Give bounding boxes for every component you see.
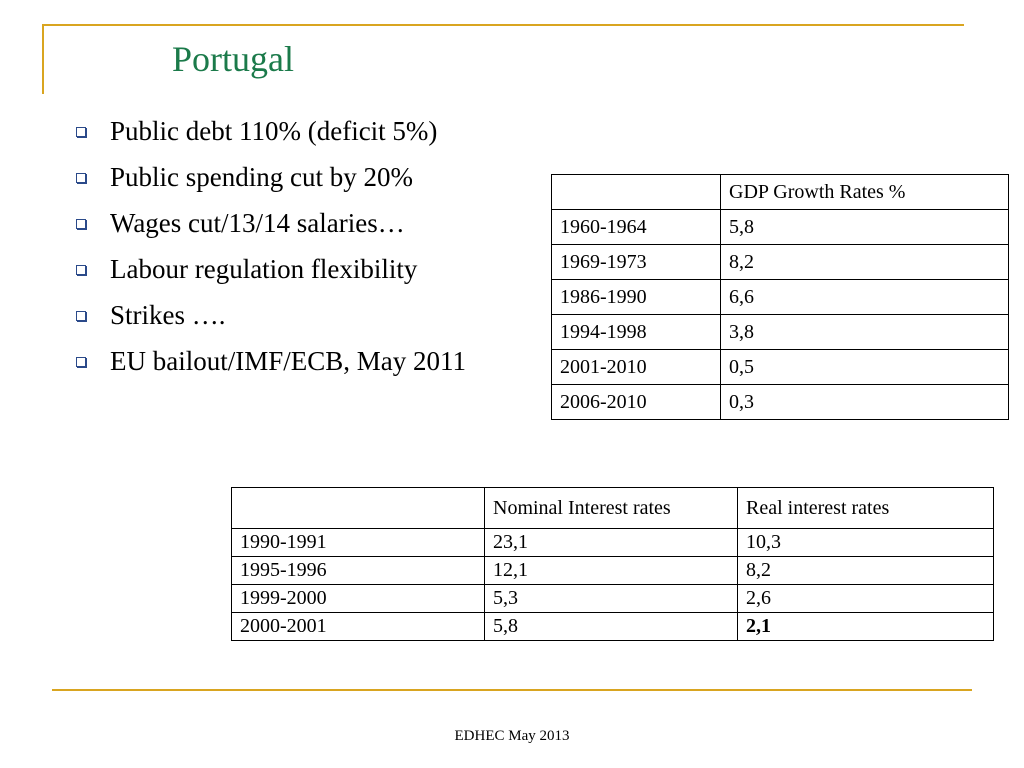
bullet-item: Strikes …. <box>70 298 480 332</box>
bullet-text: Strikes …. <box>110 300 226 330</box>
table-header-cell: GDP Growth Rates % <box>720 174 1009 210</box>
table-cell-period: 1969-1973 <box>551 244 721 280</box>
bullet-text: Public spending cut by 20% <box>110 162 413 192</box>
table-cell-real: 8,2 <box>737 556 994 585</box>
table-row: 1994-1998 3,8 <box>551 314 1009 350</box>
table-header-cell <box>231 487 485 529</box>
square-bullet-icon <box>76 357 86 367</box>
table-header-row: GDP Growth Rates % <box>551 174 1009 210</box>
table-cell-nominal: 23,1 <box>484 528 738 557</box>
table-cell-period: 1986-1990 <box>551 279 721 315</box>
table-cell-period: 1960-1964 <box>551 209 721 245</box>
square-bullet-icon <box>76 311 86 321</box>
bullet-text: EU bailout/IMF/ECB, May 2011 <box>110 346 466 376</box>
table-cell-nominal: 5,8 <box>484 612 738 641</box>
table-header-row: Nominal Interest rates Real interest rat… <box>231 487 994 529</box>
table-cell-period: 2000-2001 <box>231 612 485 641</box>
slide-title: Portugal <box>172 39 294 79</box>
bullet-text: Public debt 110% (deficit 5%) <box>110 116 438 146</box>
table-row: 1969-1973 8,2 <box>551 244 1009 280</box>
table-cell-value: 5,8 <box>720 209 1009 245</box>
table-header-cell: Real interest rates <box>737 487 994 529</box>
table-cell-period: 1990-1991 <box>231 528 485 557</box>
top-rule <box>42 24 964 26</box>
bullet-text: Labour regulation flexibility <box>110 254 418 284</box>
interest-rates-table: Nominal Interest rates Real interest rat… <box>231 487 994 641</box>
table-row: 1999-2000 5,3 2,6 <box>231 584 994 613</box>
square-bullet-icon <box>76 173 86 183</box>
table-row: 2001-2010 0,5 <box>551 349 1009 385</box>
table-cell-real: 10,3 <box>737 528 994 557</box>
table-cell-period: 1999-2000 <box>231 584 485 613</box>
bullet-list: Public debt 110% (deficit 5%) Public spe… <box>70 114 480 390</box>
gdp-growth-table: GDP Growth Rates % 1960-1964 5,8 1969-19… <box>551 174 1009 420</box>
table-row: 2000-2001 5,8 2,1 <box>231 612 994 641</box>
slide-footer: EDHEC May 2013 <box>454 728 570 744</box>
table-cell-value: 8,2 <box>720 244 1009 280</box>
bullet-item: EU bailout/IMF/ECB, May 2011 <box>70 344 480 378</box>
bullet-item: Public debt 110% (deficit 5%) <box>70 114 480 148</box>
table-cell-nominal: 5,3 <box>484 584 738 613</box>
table-cell-period: 1994-1998 <box>551 314 721 350</box>
bullet-item: Public spending cut by 20% <box>70 160 480 194</box>
bullet-text: Wages cut/13/14 salaries… <box>110 208 405 238</box>
table-cell-period: 2001-2010 <box>551 349 721 385</box>
table-cell-value: 6,6 <box>720 279 1009 315</box>
square-bullet-icon <box>76 265 86 275</box>
table-cell-real: 2,1 <box>737 612 994 641</box>
bottom-rule <box>52 689 972 691</box>
table-cell-nominal: 12,1 <box>484 556 738 585</box>
table-row: 1960-1964 5,8 <box>551 209 1009 245</box>
table-header-cell <box>551 174 721 210</box>
bullet-item: Wages cut/13/14 salaries… <box>70 206 480 240</box>
square-bullet-icon <box>76 127 86 137</box>
table-row: 1986-1990 6,6 <box>551 279 1009 315</box>
bullet-item: Labour regulation flexibility <box>70 252 480 286</box>
table-row: 2006-2010 0,3 <box>551 384 1009 420</box>
table-header-cell: Nominal Interest rates <box>484 487 738 529</box>
table-cell-value: 3,8 <box>720 314 1009 350</box>
table-cell-real: 2,6 <box>737 584 994 613</box>
table-cell-value: 0,3 <box>720 384 1009 420</box>
table-cell-period: 1995-1996 <box>231 556 485 585</box>
table-cell-value: 0,5 <box>720 349 1009 385</box>
left-rule <box>42 24 44 94</box>
table-row: 1990-1991 23,1 10,3 <box>231 528 994 557</box>
table-row: 1995-1996 12,1 8,2 <box>231 556 994 585</box>
square-bullet-icon <box>76 219 86 229</box>
table-cell-period: 2006-2010 <box>551 384 721 420</box>
